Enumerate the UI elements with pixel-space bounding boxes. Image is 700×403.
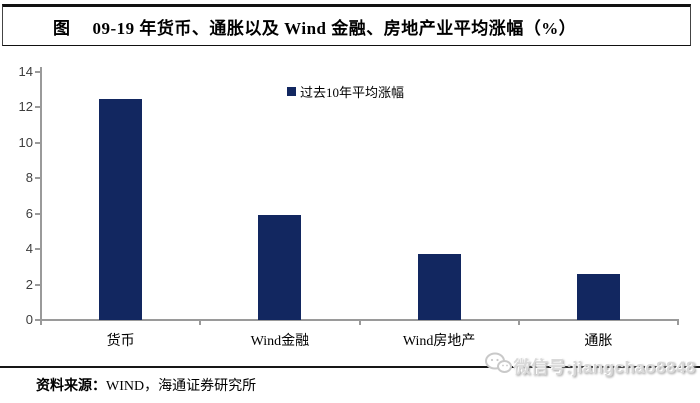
y-tick-label: 0 [25,312,33,327]
bar-货币 [99,98,143,320]
x-tick-mark [199,321,202,325]
y-tick-mark [35,106,41,109]
footer-divider [0,366,700,368]
x-tick-mark [40,321,42,325]
bar-通胀 [576,273,620,320]
watermark-text: 微信号:jiangchao8848 [513,358,696,377]
chart-title: 图 09-19 年货币、通胀以及 Wind 金融、房地产业平均涨幅（%） [2,4,691,46]
y-tick-label: 8 [25,170,33,186]
x-tick-mark [358,321,361,325]
legend-label: 过去10年平均涨幅 [300,85,405,100]
source-text: WIND，海通证券研究所 [106,379,257,394]
x-tick-mark [517,321,520,325]
title-prefix: 图 [53,18,71,38]
y-axis [40,67,42,321]
x-tick-label: Wind房地产 [402,334,476,349]
y-tick-label: 10 [18,134,33,150]
y-tick-label: 12 [18,99,33,115]
watermark: 微信号:jiangchao8848 [484,351,696,380]
y-tick-mark [35,71,41,73]
bar-Wind房地产 [417,254,461,320]
y-tick-mark [35,319,41,321]
y-tick-mark [35,177,41,180]
y-tick-label: 4 [25,241,33,257]
y-tick-mark [35,248,41,251]
title-text: 09-19 年货币、通胀以及 Wind 金融、房地产业平均涨幅（%） [92,18,577,38]
y-tick-mark [35,283,41,286]
x-tick-label: Wind金融 [250,334,310,349]
y-tick-mark [35,212,41,215]
x-tick-label: 通胀 [584,334,613,349]
x-axis [40,319,679,321]
y-tick-label: 6 [25,205,33,221]
legend: 过去10年平均涨幅 [287,82,404,101]
y-tick-mark [35,141,41,144]
source-note: 资料来源：WIND，海通证券研究所 [36,375,256,395]
y-tick-label: 2 [25,276,33,292]
x-tick-mark [677,321,679,325]
y-tick-label: 14 [18,64,33,79]
bar-Wind金融 [258,215,302,320]
wechat-icon [484,351,512,380]
x-tick-label: 货币 [106,334,135,349]
legend-swatch [287,87,296,96]
source-label: 资料来源： [36,379,106,394]
